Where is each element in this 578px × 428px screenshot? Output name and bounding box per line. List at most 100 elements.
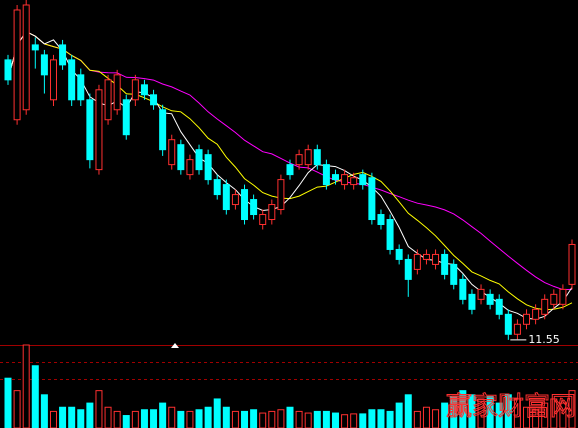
volume-bar [404,394,412,428]
volume-bar [204,406,212,428]
candle-body [231,194,239,206]
candle-body [368,177,376,221]
candle-body [59,44,67,66]
volume-bar [295,410,303,428]
volume-bar [432,409,440,428]
volume-bar [477,398,485,428]
volume-bar [541,402,549,428]
candle-body [22,4,30,111]
volume-bar [268,410,276,428]
candle-body [222,184,230,211]
candle-body [177,144,185,171]
volume-bar [513,398,521,428]
volume-bar [213,398,221,428]
volume-bar [377,409,385,428]
candle-body [4,59,12,81]
volume-bar [59,406,67,428]
volume-bar [322,410,330,428]
volume-bar [68,406,76,428]
candle-body [122,99,130,136]
volume-bar [159,402,167,428]
ma-line [7,30,573,311]
volume-bar [168,406,176,428]
volume-bar [49,410,57,428]
candle-body [459,278,467,300]
volume-bar [422,406,430,428]
candle-body [13,9,21,121]
candle-body [49,59,57,101]
volume-bar [441,402,449,428]
candle-body [331,174,339,181]
volume-bar [286,406,294,428]
volume-bar [350,413,358,428]
candle-body [150,94,158,106]
candle-body [450,263,458,285]
candle-body [441,253,449,275]
volume-bar [359,413,367,428]
low-label: 11.55 [528,333,560,346]
candle-body [40,54,48,76]
candle-body [359,174,367,186]
marks: 11.55 [4,0,576,428]
candle-body [550,293,558,305]
volume-bar [231,410,239,428]
candle-body [68,59,76,101]
candle-body [341,174,349,186]
volume-bar [386,410,394,428]
volume-bar [186,410,194,428]
candle-body [313,149,321,166]
volume-bar [222,406,230,428]
volume-bar [395,402,403,428]
candle-body [241,189,249,221]
volume-bar [250,409,258,428]
volume-bar [277,409,285,428]
candle-body [486,293,494,305]
candle-body [295,154,303,166]
candle-body [468,293,476,310]
candle-body [86,99,94,161]
volume-bar [259,412,267,428]
candle-body [195,149,203,171]
volume-bar [86,402,94,428]
candle-body [186,159,194,176]
candle-body [413,253,421,270]
candle-body [277,179,285,211]
candle-body [395,248,403,260]
volume-bar [195,409,203,428]
candle-body [386,219,394,250]
volume-bar [559,402,567,428]
candle-body [131,79,139,101]
volume-bar [140,409,148,428]
candle-body [404,258,412,280]
candle-body [31,44,39,51]
volume-bar [313,410,321,428]
candle-body [541,298,549,315]
volume-bar [4,377,12,428]
watermark: 赢家财富网 [446,392,576,422]
candle-body [250,199,258,216]
candle-body [559,288,567,305]
volume-bar [13,390,21,428]
volume-bar [22,344,30,428]
candle-body [568,243,576,285]
marker-triangle [171,343,179,348]
volume-bar [177,410,185,428]
candle-body [523,313,531,325]
volume-bar [104,406,112,428]
candle-body [104,79,112,121]
candle-body [322,164,330,186]
volume-bar [331,412,339,428]
candle-body [140,84,148,96]
candle-body [77,74,85,101]
volume-bar [413,410,421,428]
volume-bar [40,394,48,428]
candle-body [113,74,121,111]
candle-body [213,179,221,196]
candle-body [513,323,521,335]
volume-bar [495,402,503,428]
volume-bar [31,365,39,428]
candle-body [286,164,294,176]
candle-body [477,288,485,300]
candle-body [422,253,430,260]
